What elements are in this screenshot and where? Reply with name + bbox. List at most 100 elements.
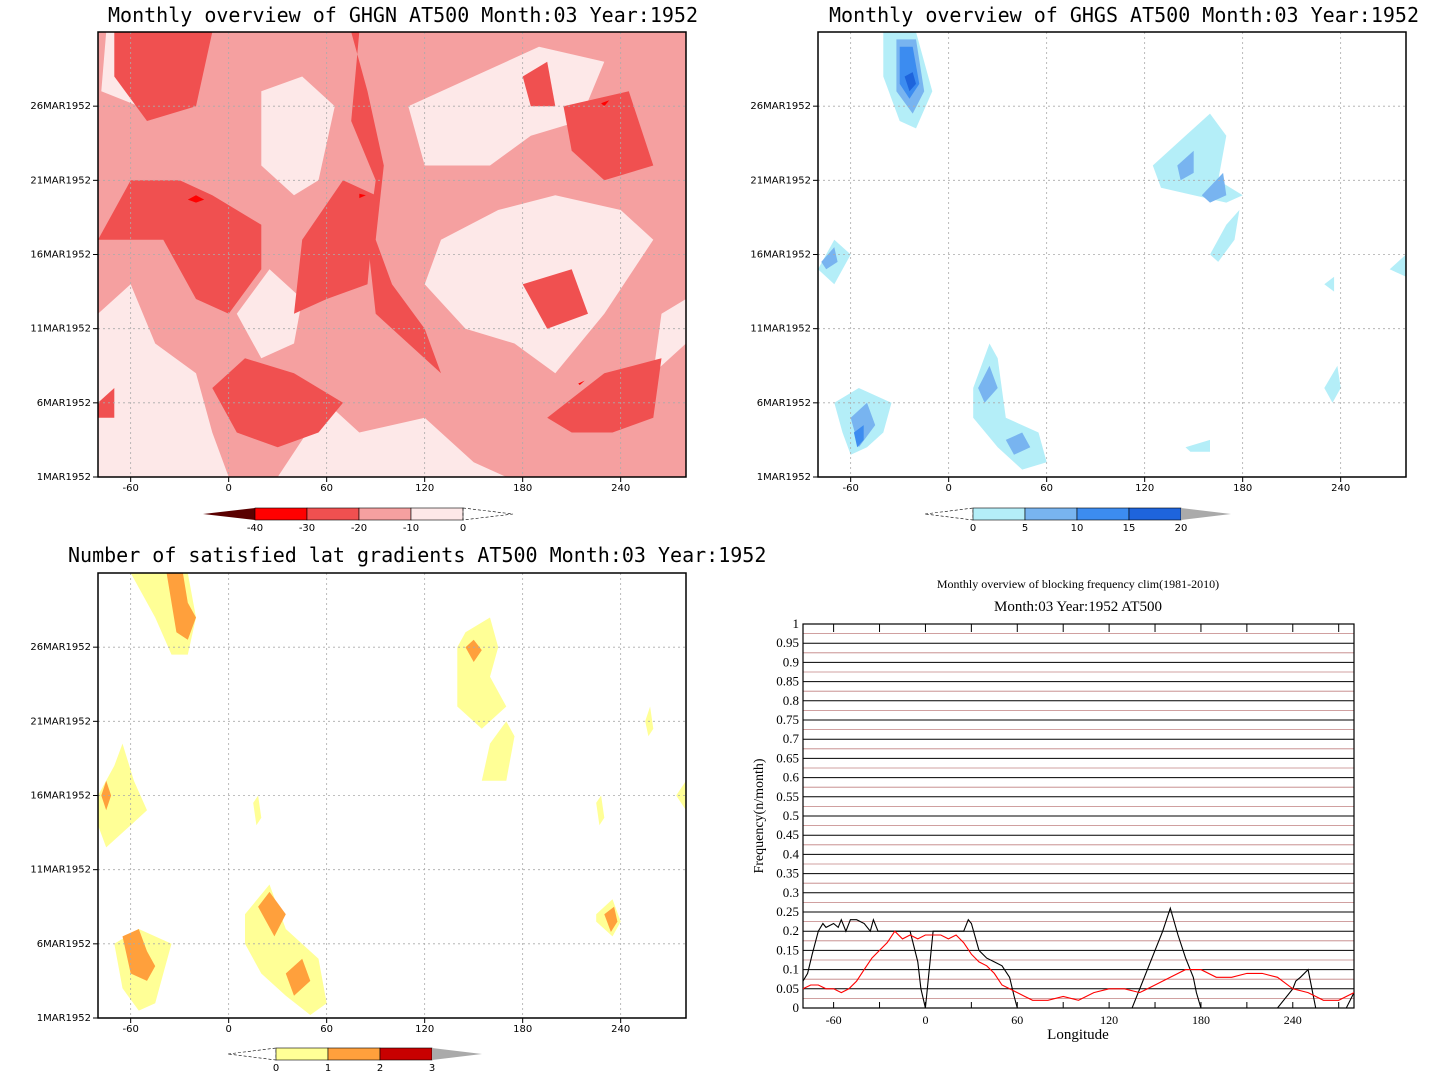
contour-region-0-20	[359, 193, 366, 199]
contour-region-1-7	[1210, 210, 1240, 262]
line-x-tick-label-1: 0	[922, 1013, 928, 1027]
x-tick-label-1-2: 60	[1040, 483, 1053, 494]
line-y-tick-label-7: 0.35	[776, 866, 799, 881]
y-tick-label-1-2: 11MAR1952	[750, 324, 811, 335]
contour-region-0-21	[601, 100, 610, 107]
y-tick-label-1-1: 6MAR1952	[757, 398, 811, 409]
contour-region-0-8	[653, 299, 686, 374]
contour-region-2-11	[285, 958, 311, 996]
colorbar-label-1-1: 5	[1022, 523, 1028, 534]
colorbar-seg-1-2	[1076, 507, 1130, 521]
colorbar-seg-0-2	[306, 507, 360, 521]
colorbar-seg-1-3	[1128, 507, 1182, 521]
colorbar-label-2-1: 1	[325, 1063, 331, 1074]
line-y-tick-label-18: 0.9	[783, 654, 799, 669]
y-tick-label-2-2: 11MAR1952	[30, 865, 91, 876]
line-y-tick-label-2: 0.1	[783, 962, 799, 977]
line-x-tick-label-3: 120	[1100, 1013, 1118, 1027]
line-y-tick-label-3: 0.15	[776, 942, 799, 957]
colorbar-label-0-2: -20	[351, 523, 367, 534]
colorbar-seg-0-4	[410, 507, 464, 521]
x-tick-label-0-3: 120	[415, 483, 434, 494]
colorbar-label-2-0: 0	[273, 1063, 279, 1074]
line-y-tick-label-0: 0	[793, 1000, 800, 1015]
contour-region-1-16	[1324, 365, 1341, 403]
line-y-tick-label-17: 0.85	[776, 674, 799, 689]
contour-region-1-14	[978, 365, 998, 403]
line-y-tick-label-14: 0.7	[783, 731, 800, 746]
contour-region-2-15	[596, 795, 605, 826]
contour-region-0-13	[212, 358, 343, 448]
line-y-tick-label-5: 0.25	[776, 904, 799, 919]
x-tick-label-0-4: 180	[513, 483, 532, 494]
contour-region-2-2	[457, 617, 507, 729]
contour-region-2-13	[604, 906, 618, 932]
line-y-tick-label-6: 0.3	[783, 885, 799, 900]
x-tick-label-0-5: 240	[611, 483, 630, 494]
colorbar-ext-high-1	[1181, 508, 1231, 520]
colorbar-label-2-3: 3	[429, 1063, 435, 1074]
line-y-tick-label-16: 0.8	[783, 693, 799, 708]
chart2-title: Monthly overview of GHGS AT500 Month:03 …	[829, 3, 1420, 27]
contour-region-0-9	[114, 32, 213, 121]
line-y-tick-label-15: 0.75	[776, 712, 799, 727]
x-tick-label-2-4: 180	[513, 1024, 532, 1035]
contour-region-0-17	[98, 388, 115, 418]
y-tick-label-0-5: 26MAR1952	[30, 101, 91, 112]
contour-region-0-16	[522, 269, 588, 329]
contour-region-0-11	[294, 180, 376, 314]
contour-region-1-4	[1152, 113, 1243, 203]
contour-region-1-13	[973, 343, 1047, 470]
colorbar-seg-2-2	[379, 1047, 433, 1061]
colorbar-seg-0-3	[358, 507, 412, 521]
colorbar-seg-1-1	[1024, 507, 1078, 521]
y-tick-label-1-3: 16MAR1952	[750, 250, 811, 261]
line-y-tick-label-13: 0.65	[776, 750, 799, 765]
series-line-1	[802, 930, 1355, 1001]
colorbar-ext-low-2	[227, 1047, 277, 1061]
chart4-xlabel: Longitude	[1047, 1027, 1109, 1043]
contour-region-0-18	[522, 61, 556, 107]
colorbar-ext-low-1	[924, 507, 974, 521]
colorbar-ext-high-0	[462, 507, 514, 521]
chart3-title: Number of satisfied lat gradients AT500 …	[68, 543, 767, 567]
contour-region-0-3	[236, 269, 303, 359]
contour-region-0-2	[277, 402, 507, 477]
colorbar-label-0-0: -40	[247, 523, 263, 534]
y-tick-label-1-0: 1MAR1952	[757, 472, 811, 483]
y-tick-label-0-1: 6MAR1952	[37, 398, 91, 409]
line-y-tick-label-10: 0.5	[783, 808, 799, 823]
line-y-tick-label-1: 0.05	[776, 981, 799, 996]
line-x-tick-label-5: 240	[1284, 1013, 1302, 1027]
y-tick-label-0-0: 1MAR1952	[37, 472, 91, 483]
contour-region-1-12	[853, 425, 864, 448]
line-y-tick-label-8: 0.4	[783, 846, 800, 861]
y-tick-label-1-5: 26MAR1952	[750, 101, 811, 112]
x-tick-label-2-5: 240	[611, 1024, 630, 1035]
x-tick-label-0-1: 0	[225, 483, 231, 494]
contour-region-1-3	[904, 72, 916, 92]
colorbar-seg-2-0	[275, 1047, 329, 1061]
x-tick-label-2-3: 120	[415, 1024, 434, 1035]
x-tick-label-1-4: 180	[1233, 483, 1252, 494]
x-tick-label-0-0: -60	[122, 483, 138, 494]
y-tick-label-1-4: 21MAR1952	[750, 175, 811, 186]
colorbar-label-2-2: 2	[377, 1063, 383, 1074]
contour-region-2-3	[465, 639, 482, 662]
contour-region-2-17	[676, 780, 686, 811]
line-y-tick-label-20: 1	[793, 616, 800, 631]
x-tick-label-1-5: 240	[1331, 483, 1350, 494]
contour-region-0-10	[310, 32, 441, 374]
x-tick-label-1-0: -60	[842, 483, 858, 494]
x-tick-label-2-2: 60	[320, 1024, 333, 1035]
contour-region-2-6	[101, 780, 112, 811]
contour-region-1-5	[1177, 150, 1194, 181]
colorbar-label-0-3: -10	[403, 523, 419, 534]
x-tick-label-0-2: 60	[320, 483, 333, 494]
contour-region-2-4	[481, 721, 515, 781]
contour-region-0-14	[547, 358, 662, 433]
y-tick-label-2-3: 16MAR1952	[30, 791, 91, 802]
colorbar-ext-low-0	[203, 508, 255, 520]
y-tick-label-2-1: 6MAR1952	[37, 939, 91, 950]
contour-region-2-8	[122, 929, 156, 981]
